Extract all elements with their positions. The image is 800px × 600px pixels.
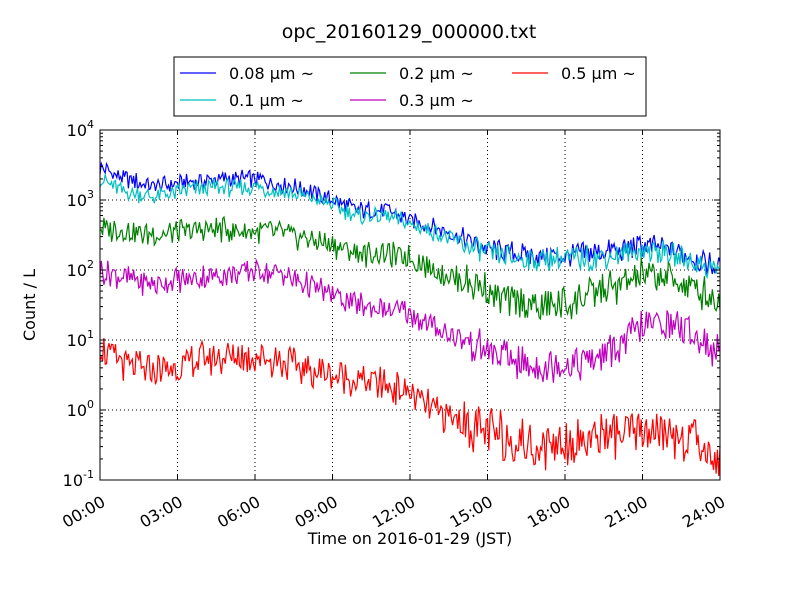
x-tick-label: 12:00 xyxy=(369,492,418,532)
legend-label: 0.1 μm ~ xyxy=(229,91,304,110)
series-line xyxy=(99,215,721,321)
y-tick-label: 104 xyxy=(67,118,94,140)
series-lines xyxy=(99,161,721,477)
y-tick-label: 103 xyxy=(67,188,94,210)
chart-title: opc_20160129_000000.txt xyxy=(282,21,537,43)
x-tick-label: 18:00 xyxy=(524,492,573,532)
x-tick-label: 09:00 xyxy=(291,492,340,532)
legend-label: 0.5 μm ~ xyxy=(561,64,636,83)
y-tick-label: 100 xyxy=(67,398,94,420)
grid-lines xyxy=(100,130,720,480)
x-tick-label: 21:00 xyxy=(601,492,650,532)
legend-label: 0.08 μm ~ xyxy=(229,64,314,83)
legend-box xyxy=(173,56,647,117)
legend-label: 0.2 μm ~ xyxy=(399,64,474,83)
y-tick-label: 102 xyxy=(67,258,94,280)
x-tick-label: 03:00 xyxy=(136,492,185,532)
x-axis-label: Time on 2016-01-29 (JST) xyxy=(307,529,512,548)
legend-label: 0.3 μm ~ xyxy=(399,91,474,110)
x-tick-label: 24:00 xyxy=(679,492,728,532)
y-tick-label: 101 xyxy=(67,328,94,350)
series-line xyxy=(99,174,721,279)
x-tick-label: 15:00 xyxy=(446,492,495,532)
series-line xyxy=(99,337,721,477)
series-line xyxy=(99,258,721,383)
y-tick-label: 10-1 xyxy=(63,468,94,490)
legend: 0.08 μm ~ 0.1 μm ~ 0.2 μm ~ 0.3 μm ~ 0.5 μm … xyxy=(173,56,647,117)
x-tick-label: 06:00 xyxy=(214,492,263,532)
x-tick-label: 00:00 xyxy=(59,492,108,532)
y-axis-label: Count / L xyxy=(20,269,39,341)
